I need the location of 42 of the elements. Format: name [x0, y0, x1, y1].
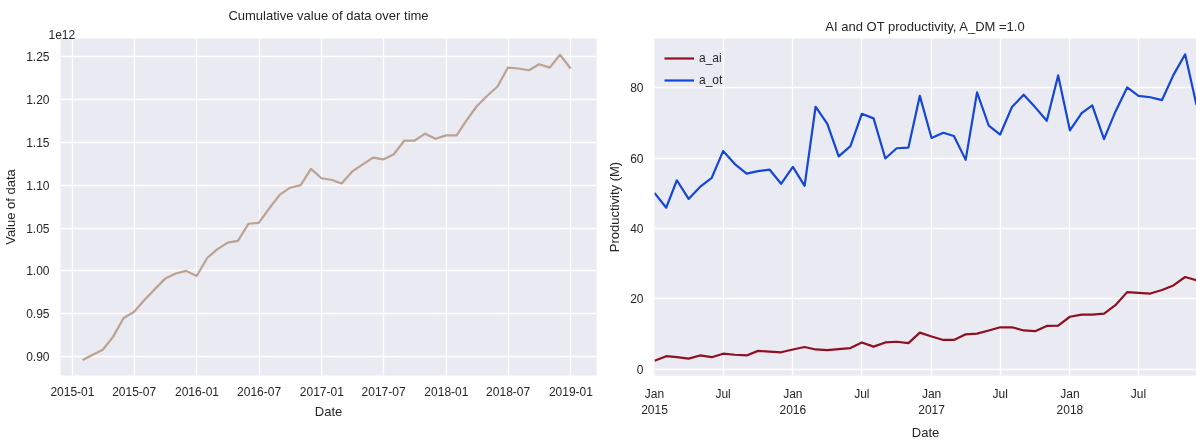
x-tick-label: 2017-07 — [361, 384, 406, 399]
x-tick-label: 2015-01 — [50, 384, 95, 399]
x-tick-label: Jul — [715, 386, 731, 401]
annotation: 1e12 — [48, 27, 76, 42]
line-series — [654, 53, 1196, 209]
y-tick-label: 0 — [636, 362, 644, 377]
y-tick-label: 60 — [630, 151, 644, 166]
x-tick-label: Jul — [992, 386, 1008, 401]
y-tick-label: 1.10 — [26, 178, 50, 193]
chart-title: AI and OT productivity, A_DM =1.0 — [825, 18, 1025, 34]
x-tick-label: 2016-07 — [237, 384, 282, 399]
y-tick-label: 1.15 — [26, 135, 50, 150]
line-series — [654, 275, 1196, 362]
x-axis-title: Date — [911, 425, 940, 441]
x-tick-label: Jul — [854, 386, 870, 401]
legend-label: a_ot — [699, 73, 723, 87]
y-axis-title: Productivity (M) — [607, 161, 623, 253]
chart-title: Cumulative value of data over time — [228, 7, 429, 23]
x-tick-label: Jan 2018 — [1056, 386, 1084, 418]
y-tick-label: 1.05 — [26, 221, 50, 236]
line-series — [81, 53, 572, 362]
legend-label: a_ai — [699, 51, 722, 65]
x-tick-label: 2017-01 — [299, 384, 345, 399]
y-tick-label: 1.20 — [26, 92, 50, 107]
x-tick-label: Jan 2016 — [779, 386, 807, 418]
x-tick-label: Jan 2015 — [641, 386, 669, 418]
y-tick-label: 80 — [630, 81, 644, 96]
x-tick-label: Jan 2017 — [918, 386, 946, 418]
x-tick-label: 2018-01 — [424, 384, 469, 399]
x-tick-label: 2018-07 — [486, 384, 531, 399]
y-axis-title: Value of data — [3, 168, 19, 245]
x-tick-label: 2015-07 — [112, 384, 157, 399]
y-tick-label: 1.25 — [26, 50, 50, 65]
y-tick-label: 40 — [630, 221, 644, 236]
x-tick-label: 2016-01 — [174, 384, 220, 399]
x-tick-label: Jul — [1130, 386, 1147, 401]
x-tick-label: 2019-01 — [548, 384, 594, 399]
y-tick-label: 1.00 — [26, 264, 50, 279]
y-tick-label: 0.90 — [26, 350, 50, 365]
y-tick-label: 0.95 — [26, 307, 50, 322]
y-tick-label: 20 — [630, 292, 644, 307]
x-axis-title: Date — [314, 403, 343, 419]
